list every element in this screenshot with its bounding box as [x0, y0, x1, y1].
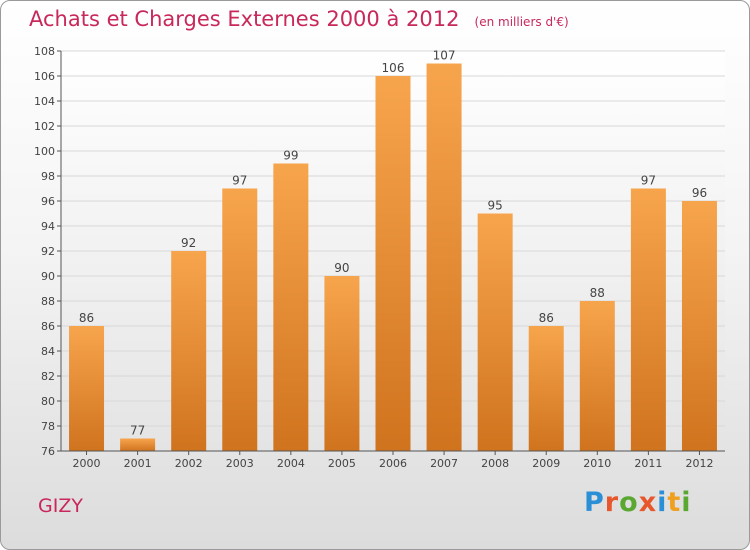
- logo-letter: o: [619, 487, 639, 518]
- data-label: 86: [79, 311, 94, 325]
- y-tick-label: 104: [34, 95, 55, 108]
- y-tick-label: 106: [34, 70, 55, 83]
- bar: [69, 326, 105, 451]
- y-tick-label: 108: [34, 45, 55, 58]
- y-tick-label: 80: [41, 395, 55, 408]
- data-label: 86: [539, 311, 554, 325]
- x-tick-label: 2000: [73, 457, 101, 470]
- bar: [273, 163, 309, 451]
- y-tick-label: 96: [41, 195, 55, 208]
- x-tick-label: 2001: [124, 457, 152, 470]
- proxiti-logo: Proxiti: [584, 487, 692, 518]
- bar: [528, 326, 564, 451]
- x-tick-label: 2008: [481, 457, 509, 470]
- chart-title-block: Achats et Charges Externes 2000 à 2012 (…: [29, 7, 569, 31]
- y-tick-label: 76: [41, 445, 55, 458]
- x-tick-label: 2003: [226, 457, 254, 470]
- data-label: 77: [130, 424, 145, 438]
- data-label: 96: [692, 186, 707, 200]
- x-tick-label: 2002: [175, 457, 203, 470]
- chart-unit: (en milliers d'€): [474, 15, 569, 29]
- logo-letter: i: [657, 487, 668, 518]
- x-tick-label: 2007: [430, 457, 458, 470]
- data-label: 88: [590, 286, 605, 300]
- bar: [222, 188, 258, 451]
- x-tick-label: 2005: [328, 457, 356, 470]
- y-tick-label: 82: [41, 370, 55, 383]
- data-label: 107: [433, 49, 456, 63]
- logo-letter: t: [667, 487, 682, 518]
- y-tick-label: 102: [34, 120, 55, 133]
- y-tick-label: 100: [34, 145, 55, 158]
- chart-title: Achats et Charges Externes 2000 à 2012: [29, 7, 460, 31]
- city-name: GIZY: [38, 495, 83, 517]
- bar: [171, 251, 207, 451]
- data-label: 92: [181, 236, 196, 250]
- logo-letter: r: [604, 487, 620, 518]
- y-tick-label: 90: [41, 270, 55, 283]
- bar: [579, 301, 615, 451]
- bar: [630, 188, 666, 451]
- y-tick-label: 78: [41, 420, 55, 433]
- data-label: 106: [382, 61, 405, 75]
- bar: [324, 276, 360, 451]
- x-tick-label: 2012: [685, 457, 713, 470]
- y-tick-label: 94: [41, 220, 55, 233]
- bar: [681, 201, 717, 451]
- y-tick-label: 98: [41, 170, 55, 183]
- logo-letter: i: [681, 487, 692, 518]
- x-tick-label: 2004: [277, 457, 305, 470]
- data-label: 97: [232, 174, 247, 188]
- data-label: 97: [641, 174, 656, 188]
- y-tick-label: 86: [41, 320, 55, 333]
- data-label: 90: [334, 261, 349, 275]
- x-tick-label: 2010: [583, 457, 611, 470]
- bar: [426, 63, 462, 451]
- data-label: 99: [283, 149, 298, 163]
- x-tick-label: 2006: [379, 457, 407, 470]
- y-tick-label: 92: [41, 245, 55, 258]
- x-tick-label: 2011: [634, 457, 662, 470]
- logo-letter: x: [638, 487, 658, 518]
- y-tick-label: 88: [41, 295, 55, 308]
- x-tick-label: 2009: [532, 457, 560, 470]
- y-tick-label: 84: [41, 345, 55, 358]
- bar: [477, 213, 513, 451]
- logo-letter: P: [584, 487, 605, 518]
- bar: [120, 438, 156, 451]
- data-label: 95: [488, 199, 503, 213]
- bar: [375, 76, 411, 451]
